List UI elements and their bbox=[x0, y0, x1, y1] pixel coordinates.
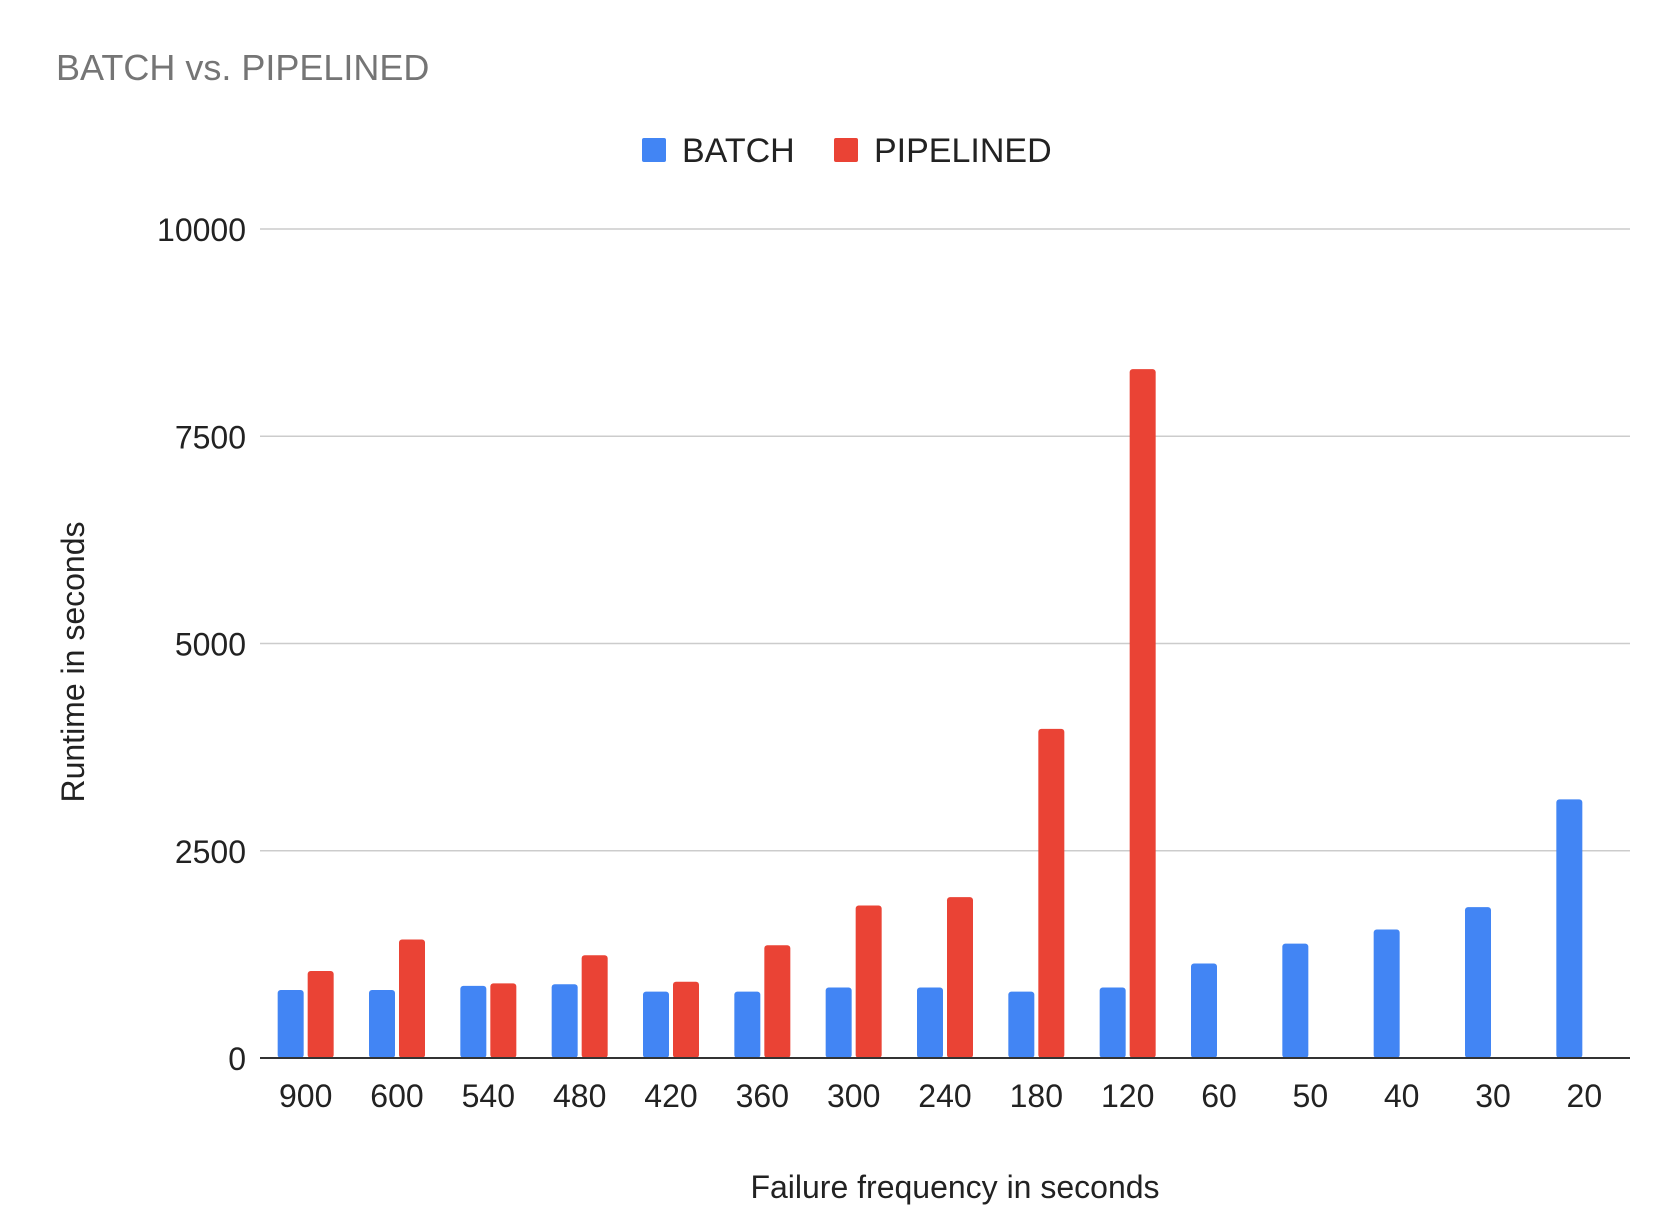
legend: BATCH PIPELINED bbox=[642, 132, 1052, 170]
bar-batch-60 bbox=[1191, 963, 1217, 1058]
bar-batch-240 bbox=[917, 987, 943, 1058]
x-tick-label: 60 bbox=[1201, 1078, 1237, 1114]
x-tick-label: 40 bbox=[1384, 1078, 1420, 1114]
bar-pipelined-120 bbox=[1129, 369, 1156, 1058]
bar-pipelined-360 bbox=[764, 945, 791, 1058]
y-tick-label: 0 bbox=[228, 1041, 246, 1077]
y-axis-ticks: 0 2500 5000 7500 10000 bbox=[157, 212, 246, 1077]
bar-batch-900 bbox=[277, 990, 304, 1058]
bar-pipelined-180 bbox=[1038, 728, 1065, 1058]
y-axis-label: Runtime in seconds bbox=[55, 521, 91, 802]
legend-swatch-batch bbox=[642, 138, 666, 162]
bar-pipelined-600 bbox=[399, 939, 425, 1058]
bar-pipelined-540 bbox=[490, 983, 517, 1058]
x-axis-label: Failure frequency in seconds bbox=[750, 1169, 1159, 1205]
x-tick-label: 600 bbox=[370, 1078, 423, 1114]
x-tick-label: 180 bbox=[1010, 1078, 1063, 1114]
legend-label-pipelined: PIPELINED bbox=[874, 132, 1052, 170]
bar-batch-480 bbox=[551, 984, 578, 1058]
bar-batch-600 bbox=[369, 990, 395, 1058]
bar-pipelined-300 bbox=[855, 905, 882, 1058]
x-tick-label: 480 bbox=[553, 1078, 606, 1114]
bar-batch-50 bbox=[1282, 943, 1309, 1058]
bar-batch-30 bbox=[1465, 907, 1491, 1058]
bar-pipelined-480 bbox=[581, 955, 608, 1058]
bar-batch-300 bbox=[825, 987, 852, 1058]
x-tick-label: 50 bbox=[1293, 1078, 1329, 1114]
legend-swatch-pipelined bbox=[834, 138, 858, 162]
bar-pipelined-240 bbox=[947, 897, 973, 1058]
x-tick-label: 420 bbox=[644, 1078, 697, 1114]
bar-batch-420 bbox=[643, 991, 669, 1058]
bar-batch-360 bbox=[734, 991, 761, 1058]
x-tick-label: 900 bbox=[279, 1078, 332, 1114]
legend-label-batch: BATCH bbox=[682, 132, 795, 170]
chart-title: BATCH vs. PIPELINED bbox=[56, 47, 429, 88]
y-tick-label: 5000 bbox=[175, 627, 246, 663]
bar-batch-540 bbox=[460, 985, 487, 1058]
x-tick-label: 120 bbox=[1101, 1078, 1154, 1114]
x-tick-label: 30 bbox=[1475, 1078, 1511, 1114]
x-tick-label: 20 bbox=[1567, 1078, 1603, 1114]
bar-pipelined-420 bbox=[673, 981, 699, 1058]
bars bbox=[277, 369, 1583, 1058]
bar-batch-180 bbox=[1008, 991, 1035, 1058]
y-tick-label: 7500 bbox=[175, 419, 246, 455]
x-tick-label: 300 bbox=[827, 1078, 880, 1114]
bar-batch-20 bbox=[1556, 799, 1583, 1058]
x-axis-ticks: 900 600 540 480 420 360 300 240 180 120 60 50 40 30 20 bbox=[279, 1078, 1602, 1114]
x-tick-label: 360 bbox=[736, 1078, 789, 1114]
bar-pipelined-900 bbox=[307, 970, 334, 1058]
x-tick-label: 540 bbox=[462, 1078, 515, 1114]
y-tick-label: 10000 bbox=[157, 212, 246, 248]
bar-batch-120 bbox=[1099, 987, 1126, 1058]
x-tick-label: 240 bbox=[918, 1078, 971, 1114]
gridlines bbox=[260, 228, 1630, 852]
bar-batch-40 bbox=[1373, 929, 1400, 1058]
y-tick-label: 2500 bbox=[175, 834, 246, 870]
